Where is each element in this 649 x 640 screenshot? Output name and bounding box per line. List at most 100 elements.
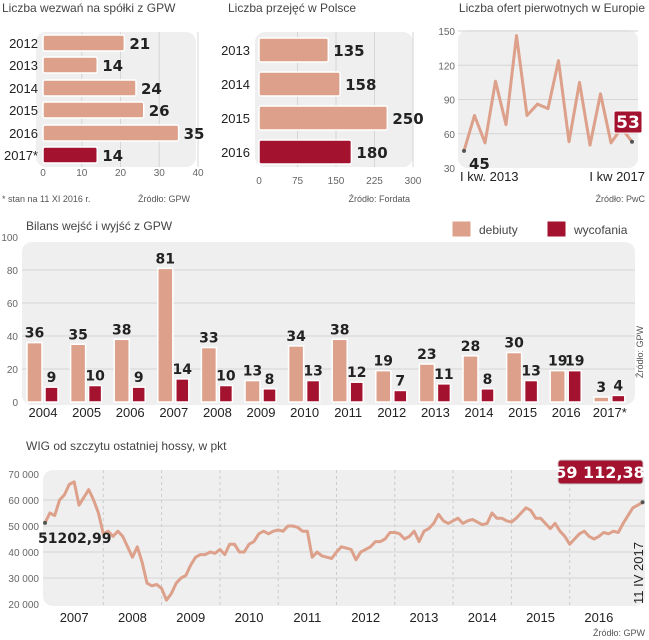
category-label: 2013: [421, 405, 450, 420]
chart-title: Liczba ofert pierwotnych w Europie: [459, 1, 645, 15]
bar-wycofania: [567, 369, 582, 403]
bar-wycofania: [611, 394, 626, 403]
data-label: 250: [392, 110, 423, 128]
bar-wycofania: [87, 384, 103, 403]
data-label: 35: [68, 327, 87, 343]
bar: [258, 71, 341, 97]
bar-debiuty: [200, 346, 218, 403]
category-label: 2012: [9, 36, 38, 51]
x-tick-label: 10: [76, 168, 88, 179]
bar-wycofania: [393, 389, 408, 403]
chart-wig: WIG od szczytu ostatniej hossy, w pkt Źr…: [8, 439, 646, 638]
first-value-label: 45: [469, 155, 490, 173]
x-tick-label: 2014: [468, 610, 497, 625]
data-label: 9: [134, 370, 144, 386]
legend-label: debiuty: [479, 223, 518, 237]
category-label: 2014: [221, 77, 250, 92]
category-label: 2013: [9, 58, 38, 73]
chart-title: Liczba wezwań na spółki z GPW: [2, 1, 176, 15]
category-label: 2007: [159, 405, 188, 420]
category-label: 2012: [377, 405, 406, 420]
data-label: 30: [504, 336, 524, 352]
category-label: 2010: [290, 405, 319, 420]
category-label: 2013: [221, 43, 250, 58]
bar-wycofania: [131, 386, 146, 403]
category-label: 2016: [9, 126, 38, 141]
data-label: 11: [434, 367, 453, 383]
bar-wycofania: [218, 384, 234, 403]
y-tick-label: 0: [12, 398, 18, 409]
x-tick-label: 2008: [118, 610, 147, 625]
bar-debiuty: [331, 338, 348, 403]
source: Źródło: GPW: [593, 628, 646, 638]
data-label: 9: [47, 370, 57, 386]
data-label: 13: [303, 364, 322, 380]
category-label: 2016: [552, 405, 581, 420]
data-label: 14: [102, 147, 123, 165]
data-label: 4: [613, 378, 623, 394]
bar-wycofania: [305, 379, 321, 403]
y-tick-label: 50 000: [8, 522, 39, 533]
y-tick-label: 30 000: [8, 574, 39, 585]
category-label: 2008: [203, 405, 232, 420]
data-label: 10: [85, 369, 105, 385]
category-label: 2011: [334, 405, 362, 420]
footnote: * stan na 11 XI 2016 r.: [2, 194, 90, 204]
chart-tender-offers: Liczba wezwań na spółki z GPW * stan na …: [2, 1, 205, 204]
data-label: 10: [216, 369, 236, 385]
y-tick-label: 150: [438, 27, 455, 38]
data-point: [630, 139, 634, 144]
data-label: 7: [395, 373, 405, 389]
bar-wycofania: [44, 386, 59, 403]
end-date-label: 11 IV 2017: [631, 542, 646, 604]
chart-title: WIG od szczytu ostatniej hossy, w pkt: [26, 439, 227, 453]
x-tick-label: 2009: [176, 610, 205, 625]
bar: [42, 124, 180, 142]
bar-debiuty: [593, 396, 610, 403]
y-tick-label: 20 000: [8, 600, 39, 611]
category-label: 2014: [9, 81, 38, 96]
bar-debiuty: [375, 369, 392, 403]
data-label: 3: [596, 380, 606, 396]
bar: [42, 79, 137, 97]
data-label: 35: [184, 125, 205, 143]
x-tick-label: 40: [192, 168, 204, 179]
plot-background: [22, 242, 635, 405]
bar: [258, 105, 389, 131]
y-tick-label: 90: [444, 96, 456, 107]
x-tick-label: 150: [328, 176, 345, 187]
data-label: 14: [173, 362, 193, 378]
y-tick-label: 120: [438, 61, 455, 72]
bar: [42, 146, 98, 164]
x-tick-label: 2016: [584, 610, 613, 625]
category-label: 2017*: [593, 405, 627, 420]
chart-gpw-balance: Bilans wejść i wyjść z GPW Źródło: GPW 0…: [1, 219, 645, 420]
data-label: 8: [483, 372, 493, 388]
bar-debiuty: [69, 343, 87, 403]
bar-debiuty: [418, 363, 436, 403]
bar-wycofania: [480, 388, 495, 403]
bar: [42, 56, 98, 74]
data-label: 19: [374, 354, 393, 370]
legend-label: wycofania: [573, 223, 628, 237]
category-label: 2015: [221, 111, 250, 126]
x-tick-label: 0: [256, 176, 262, 187]
bar-debiuty: [549, 369, 566, 403]
source: Źródło: GPW: [635, 325, 645, 378]
bar-wycofania: [262, 388, 277, 403]
data-label: 8: [265, 372, 275, 388]
data-label: 38: [330, 322, 349, 338]
source: Źródło: PwC: [595, 194, 645, 204]
bar-wycofania: [523, 379, 539, 403]
bar: [258, 139, 353, 165]
legend-swatch: [451, 220, 472, 238]
category-label: 2015: [508, 405, 537, 420]
bar-wycofania: [349, 381, 364, 403]
series-line: [43, 480, 644, 602]
data-label: 28: [461, 339, 480, 355]
data-label: 12: [347, 365, 366, 381]
x-tick-label: 225: [366, 176, 383, 187]
category-label: 2005: [72, 405, 101, 420]
x-tick-label: 2012: [351, 610, 380, 625]
x-tick-label: 2015: [526, 610, 555, 625]
